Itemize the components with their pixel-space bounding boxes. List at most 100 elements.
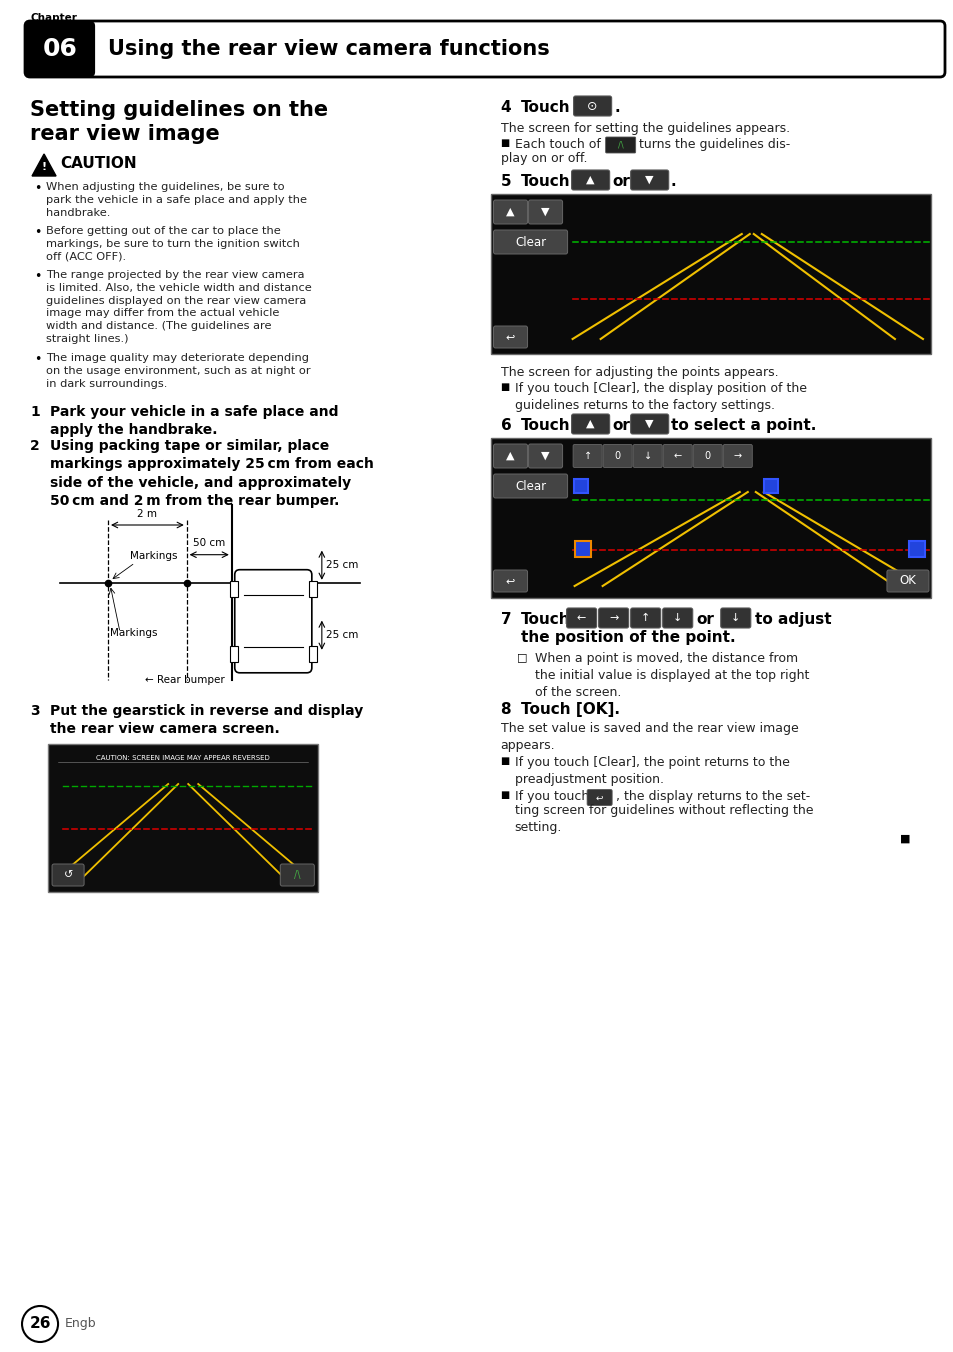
FancyBboxPatch shape <box>52 864 84 886</box>
FancyBboxPatch shape <box>630 170 668 191</box>
Text: 2 m: 2 m <box>137 508 157 519</box>
Text: ↩: ↩ <box>505 576 515 585</box>
Text: Using packing tape or similar, place
markings approximately 25 cm from each
side: Using packing tape or similar, place mar… <box>50 439 374 508</box>
Text: The screen for setting the guidelines appears.: The screen for setting the guidelines ap… <box>500 122 789 135</box>
Text: ■: ■ <box>500 138 509 147</box>
Text: Engb: Engb <box>65 1317 96 1330</box>
Text: 3: 3 <box>30 704 40 718</box>
FancyBboxPatch shape <box>573 96 611 116</box>
FancyBboxPatch shape <box>886 571 928 592</box>
FancyBboxPatch shape <box>528 200 562 224</box>
Text: Clear: Clear <box>515 235 545 249</box>
FancyBboxPatch shape <box>493 475 567 498</box>
Bar <box>573 479 587 493</box>
Text: →: → <box>733 452 741 461</box>
FancyBboxPatch shape <box>493 443 527 468</box>
Bar <box>490 193 930 354</box>
Text: .: . <box>614 100 619 115</box>
Bar <box>230 580 237 596</box>
Text: Setting guidelines on the: Setting guidelines on the <box>30 100 328 120</box>
Text: OK: OK <box>899 575 916 588</box>
Text: , the display returns to the set-: , the display returns to the set- <box>615 790 809 803</box>
Text: 6: 6 <box>500 418 511 433</box>
Circle shape <box>22 1306 58 1343</box>
FancyBboxPatch shape <box>566 608 596 627</box>
FancyBboxPatch shape <box>633 445 661 468</box>
Text: 5: 5 <box>500 174 511 189</box>
Text: ■: ■ <box>500 790 509 800</box>
Text: 4: 4 <box>500 100 511 115</box>
Text: Touch [OK].: Touch [OK]. <box>520 702 618 717</box>
Text: Touch: Touch <box>520 612 570 627</box>
FancyBboxPatch shape <box>662 608 692 627</box>
Text: turns the guidelines dis-: turns the guidelines dis- <box>638 138 789 151</box>
Text: ←: ← <box>577 612 586 623</box>
Text: ↓: ↓ <box>730 612 740 623</box>
Text: Using the rear view camera functions: Using the rear view camera functions <box>108 39 549 59</box>
Text: Touch: Touch <box>520 100 570 115</box>
Text: rear view image: rear view image <box>30 124 219 145</box>
Text: When a point is moved, the distance from
the initial value is displayed at the t: When a point is moved, the distance from… <box>534 652 808 699</box>
Text: ▲: ▲ <box>586 419 595 429</box>
FancyBboxPatch shape <box>662 445 692 468</box>
Text: The image quality may deteriorate depending
on the usage environment, such as at: The image quality may deteriorate depend… <box>46 353 311 388</box>
FancyBboxPatch shape <box>630 608 660 627</box>
Text: ↑: ↑ <box>640 612 650 623</box>
Bar <box>574 541 590 557</box>
Text: to select a point.: to select a point. <box>670 418 815 433</box>
Text: If you touch [​Clear​], the display position of the
guidelines returns to the fa: If you touch [​Clear​], the display posi… <box>514 383 805 412</box>
Text: CAUTION: CAUTION <box>60 155 136 170</box>
FancyBboxPatch shape <box>493 571 527 592</box>
FancyBboxPatch shape <box>586 790 612 806</box>
FancyBboxPatch shape <box>722 445 752 468</box>
Text: Park your vehicle in a safe place and
apply the handbrake.: Park your vehicle in a safe place and ap… <box>50 406 338 438</box>
Text: ▼: ▼ <box>540 207 549 218</box>
Text: □: □ <box>516 652 526 662</box>
Text: /\: /\ <box>618 141 623 150</box>
Bar <box>908 541 924 557</box>
FancyBboxPatch shape <box>25 22 95 77</box>
Text: Each touch of: Each touch of <box>514 138 599 151</box>
Text: 2: 2 <box>30 439 40 453</box>
Text: Markings: Markings <box>130 550 177 561</box>
Text: •: • <box>34 270 41 283</box>
Text: CAUTION: SCREEN IMAGE MAY APPEAR REVERSED: CAUTION: SCREEN IMAGE MAY APPEAR REVERSE… <box>96 754 270 761</box>
Text: Before getting out of the car to place the
markings, be sure to turn the ignitio: Before getting out of the car to place t… <box>46 226 299 261</box>
Text: ← Rear bumper: ← Rear bumper <box>145 675 225 685</box>
Text: ▼: ▼ <box>645 419 653 429</box>
Bar <box>48 744 318 892</box>
Text: .: . <box>670 174 676 189</box>
FancyBboxPatch shape <box>573 445 601 468</box>
FancyBboxPatch shape <box>493 200 527 224</box>
Text: ▼: ▼ <box>540 452 549 461</box>
FancyBboxPatch shape <box>493 326 527 347</box>
Text: or: or <box>612 418 630 433</box>
Text: ←: ← <box>673 452 681 461</box>
Text: Markings: Markings <box>110 627 157 638</box>
FancyBboxPatch shape <box>598 608 628 627</box>
Text: 06: 06 <box>43 37 77 61</box>
Text: ↑: ↑ <box>583 452 591 461</box>
Text: 8: 8 <box>500 702 511 717</box>
Text: If you touch: If you touch <box>514 790 588 803</box>
FancyBboxPatch shape <box>493 230 567 254</box>
Text: 0: 0 <box>614 452 620 461</box>
FancyBboxPatch shape <box>25 22 944 77</box>
Text: ▼: ▼ <box>645 174 653 185</box>
Text: 26: 26 <box>30 1317 51 1332</box>
Text: play on or off.: play on or off. <box>500 151 586 165</box>
Text: Clear: Clear <box>515 480 545 492</box>
Text: ■: ■ <box>500 383 509 392</box>
Text: If you touch [​Clear​], the point returns to the
preadjustment position.: If you touch [​Clear​], the point return… <box>514 756 788 786</box>
Text: ↓: ↓ <box>672 612 681 623</box>
FancyBboxPatch shape <box>602 445 632 468</box>
FancyBboxPatch shape <box>234 569 312 673</box>
Text: the position of the point.: the position of the point. <box>520 630 735 645</box>
Text: The range projected by the rear view camera
is limited. Also, the vehicle width : The range projected by the rear view cam… <box>46 270 312 343</box>
FancyBboxPatch shape <box>571 414 609 434</box>
Text: Touch: Touch <box>520 174 570 189</box>
Text: ▲: ▲ <box>586 174 595 185</box>
Text: Touch: Touch <box>520 418 570 433</box>
Text: •: • <box>34 183 41 195</box>
FancyBboxPatch shape <box>693 445 721 468</box>
